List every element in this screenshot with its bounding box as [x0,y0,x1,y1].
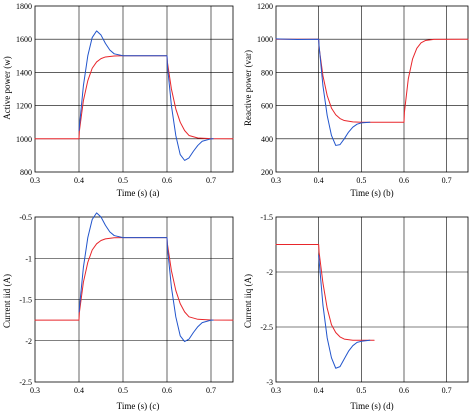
chart-d-x-tick-label: 0.6 [399,386,409,395]
chart-d-y-tick-label: -3 [266,378,273,387]
chart-d-x-tick-label: 0.7 [442,386,452,395]
chart-b-y-tick-label: 1000 [257,35,273,44]
chart-b-y-tick-label: 200 [261,168,273,177]
chart-c-y-tick-label: -2 [25,337,32,346]
chart-c-y-tick-label: -2.5 [19,378,32,387]
chart-a-x-tick-label: 0.6 [162,176,172,185]
chart-a-x-tick-label: 0.5 [118,176,128,185]
chart-c-ylabel: Current iid (A) [2,274,12,328]
chart-d-x-tick-label: 0.4 [314,386,324,395]
chart-d-x-tick-label: 0.5 [356,386,366,395]
chart-c-x-tick-label: 0.6 [162,386,172,395]
chart-b-x-tick-label: 0.4 [314,176,324,185]
chart-b-series-line-1 [275,38,469,123]
chart-c-x-tick-label: 0.4 [74,386,84,395]
chart-b-series-line-2 [275,38,371,146]
chart-c-series-line-2 [78,212,214,343]
chart-a-y-tick-label: 1800 [16,2,32,11]
chart-d-plot-area [275,216,469,383]
chart-c-y-tick-label: -1 [25,254,32,263]
chart-b-y-tick-label: 800 [261,68,273,77]
chart-panel-c: Current iid (A) Time (s) (c) 0.3 0.4 0.5 0.… [2,212,234,411]
chart-b-plot-area [275,5,469,173]
chart-d-series-line-2 [318,255,371,369]
chart-a-y-tick-label: 1200 [16,102,32,111]
chart-d-y-tick-label: -1.5 [260,213,273,222]
chart-a-ylabel: Active power (w) [2,56,12,119]
chart-a-y-tick-label: 1400 [16,68,32,77]
chart-d-x-tick-label: 0.3 [271,386,281,395]
chart-panel-a: Active power (w) Time (s) (a) 0.3 0.4 0.5 0… [2,2,234,198]
chart-b-y-tick-label: 1200 [257,2,273,11]
chart-d-y-tick-label: -2 [266,268,273,277]
chart-a-y-tick-label: 1000 [16,135,32,144]
chart-panel-b: Reactive power (var) Time (s) (b) 0.3 0.4… [243,2,469,198]
chart-a-x-tick-label: 0.4 [74,176,84,185]
chart-b-x-tick-label: 0.5 [356,176,366,185]
chart-d-y-tick-label: -2.5 [260,323,273,332]
chart-c-x-tick-label: 0.3 [30,386,40,395]
chart-d-series-line-1 [275,244,375,341]
chart-c-y-tick-label: -0.5 [19,213,32,222]
chart-c-xlabel: Time (s) (c) [117,401,160,411]
chart-a-plot-area [34,5,234,173]
chart-d-ylabel: Current iiq (A) [243,274,253,328]
chart-b-y-tick-label: 400 [261,135,273,144]
chart-b-y-tick-label: 600 [261,102,273,111]
chart-a-y-tick-label: 1600 [16,35,32,44]
chart-a-xlabel: Time (s) (a) [117,188,160,198]
chart-a-x-tick-label: 0.3 [30,176,40,185]
chart-a-x-tick-label: 0.7 [206,176,216,185]
chart-d-xlabel: Time (s) (d) [350,401,393,411]
chart-b-x-tick-label: 0.6 [399,176,409,185]
chart-b-x-tick-label: 0.7 [442,176,452,185]
chart-c-x-tick-label: 0.7 [206,386,216,395]
chart-c-x-tick-label: 0.5 [118,386,128,395]
chart-b-x-tick-label: 0.3 [271,176,281,185]
chart-panel-d: Current iiq (A) Time (s) (d) 0.3 0.4 0.5 0.… [243,213,469,411]
chart-b-ylabel: Reactive power (var) [243,50,253,126]
chart-a-series-line-2 [78,30,214,161]
chart-b-xlabel: Time (s) (b) [350,188,393,198]
chart-c-y-tick-label: -1.5 [19,296,32,305]
chart-a-y-tick-label: 800 [20,168,32,177]
